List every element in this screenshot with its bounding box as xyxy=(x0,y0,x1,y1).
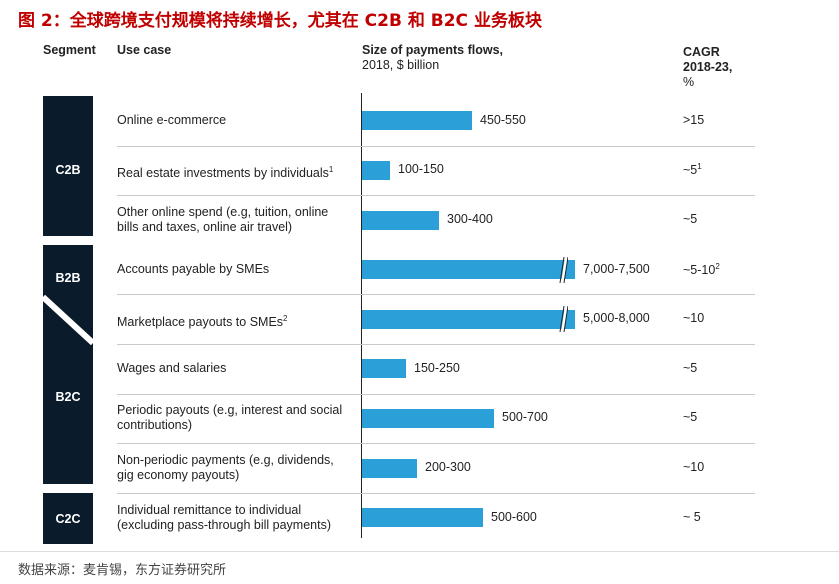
footnote-marker: 1 xyxy=(697,162,702,172)
row-divider xyxy=(117,294,755,295)
row-divider xyxy=(117,195,755,196)
segment-block-c2c xyxy=(43,493,93,544)
segment-header: Segment xyxy=(43,43,96,57)
cagr-value: ~10 xyxy=(683,311,704,325)
segment-split-line xyxy=(43,294,93,346)
source-note: 数据来源：麦肯锡，东方证券研究所 xyxy=(18,563,227,578)
use-case-line: Accounts payable by SMEs xyxy=(117,261,270,276)
bar xyxy=(362,408,494,428)
use-case-line: Online e-commerce xyxy=(117,112,227,127)
bar-value-label: 7,000-7,500 xyxy=(583,261,650,276)
cagr-value: ~5 xyxy=(683,361,697,375)
row-divider xyxy=(117,443,755,444)
bar xyxy=(362,111,472,131)
cagr-text: >15 xyxy=(683,112,705,127)
bar-value-label: 500-600 xyxy=(491,509,537,524)
cagr-text: ~5 xyxy=(683,360,698,375)
bar xyxy=(362,210,439,230)
cagr-text: ~5 xyxy=(683,212,698,226)
bar xyxy=(362,458,417,478)
use-case-line: Other online spend (e.g, tuition, online xyxy=(117,205,329,219)
use-case-line: gig economy payouts) xyxy=(117,468,240,482)
cagr-value: ~ 5 xyxy=(683,510,701,524)
segment-label-b2b: B2B xyxy=(55,271,81,285)
cagr-value: ~10 xyxy=(683,460,704,474)
segment-block-c2b xyxy=(43,96,93,236)
row-divider xyxy=(117,146,755,147)
cagr-text: ~ 5 xyxy=(683,509,701,524)
cagr-value: ~5-102 xyxy=(683,262,720,277)
footnote-marker: 1 xyxy=(328,165,334,175)
row-divider xyxy=(117,493,755,494)
use-case-line: Periodic payouts (e.g, interest and soci… xyxy=(117,403,343,418)
bar xyxy=(362,260,575,280)
cagr-header: CAGR 2018-23,% xyxy=(683,45,733,89)
bar-value-label: 5,000-8,000 xyxy=(583,311,650,326)
segment-label-c2c: C2C xyxy=(55,512,81,526)
use-case-label: Online e-commerce xyxy=(117,113,347,128)
use-case-line: Non-periodic payments (e.g, dividends, xyxy=(117,453,334,467)
bar xyxy=(362,160,390,180)
use-case-label: Other online spend (e.g, tuition, online… xyxy=(117,205,347,235)
cagr-text: ~5 xyxy=(683,163,698,178)
cagr-text: ~5 xyxy=(683,410,698,425)
source-rule xyxy=(0,551,839,552)
cagr-text: ~10 xyxy=(683,311,705,326)
bar-value-label: 450-550 xyxy=(480,112,526,127)
use-case-label: Real estate investments by individuals1 xyxy=(117,162,347,181)
bar-value-label: 150-250 xyxy=(414,360,460,375)
use-case-line: (excluding pass-through bill payments) xyxy=(117,517,331,532)
cagr-value: ~5 xyxy=(683,212,697,226)
bar-value-label: 500-700 xyxy=(502,410,548,425)
row-divider xyxy=(117,394,755,395)
use-case-line: Individual remittance to individual xyxy=(117,502,302,517)
cagr-value: ~5 xyxy=(683,410,697,424)
cagr-text: ~10 xyxy=(683,460,705,474)
row-divider xyxy=(117,344,755,345)
segment-label-c2b: C2B xyxy=(55,163,81,177)
segment-block-b2b-b2c xyxy=(43,245,93,484)
bar xyxy=(362,359,406,379)
bar-axis xyxy=(361,93,362,538)
footnote-marker: 2 xyxy=(715,261,720,271)
use-case-header: Use case xyxy=(117,43,172,57)
bar-value-label: 200-300 xyxy=(425,460,471,474)
size-header: Size of payments flows, 2018, $ billion xyxy=(362,43,504,72)
cagr-text: ~5-10 xyxy=(683,262,716,277)
cagr-value: >15 xyxy=(683,113,704,127)
chart-title: 图 2：全球跨境支付规模将持续增长，尤其在 C2B 和 B2C 业务板块 xyxy=(18,11,542,31)
use-case-label: Marketplace payouts to SMEs2 xyxy=(117,311,347,330)
use-case-label: Accounts payable by SMEs xyxy=(117,262,347,277)
use-case-line: Real estate investments by individuals xyxy=(117,166,329,181)
footnote-marker: 2 xyxy=(283,314,288,324)
use-case-label: Non-periodic payments (e.g, dividends, gi… xyxy=(117,453,347,483)
use-case-label: Wages and salaries xyxy=(117,361,347,376)
bar-value-label: 300-400 xyxy=(447,212,493,226)
use-case-line: Wages and salaries xyxy=(117,360,227,375)
axis-break-icon xyxy=(559,306,568,333)
use-case-line: contributions) xyxy=(117,418,193,433)
use-case-label: Individual remittance to individual (excl… xyxy=(117,503,347,533)
bar xyxy=(362,309,575,329)
cagr-value: ~51 xyxy=(683,162,702,177)
segment-label-b2c: B2C xyxy=(55,390,81,404)
use-case-line: bills and taxes, online air travel) xyxy=(117,220,293,234)
axis-break-icon xyxy=(559,256,568,283)
use-case-line: Marketplace payouts to SMEs xyxy=(117,315,284,330)
use-case-label: Periodic payouts (e.g, interest and soci… xyxy=(117,403,347,433)
bar-value-label: 100-150 xyxy=(398,162,444,177)
bar xyxy=(362,508,483,528)
